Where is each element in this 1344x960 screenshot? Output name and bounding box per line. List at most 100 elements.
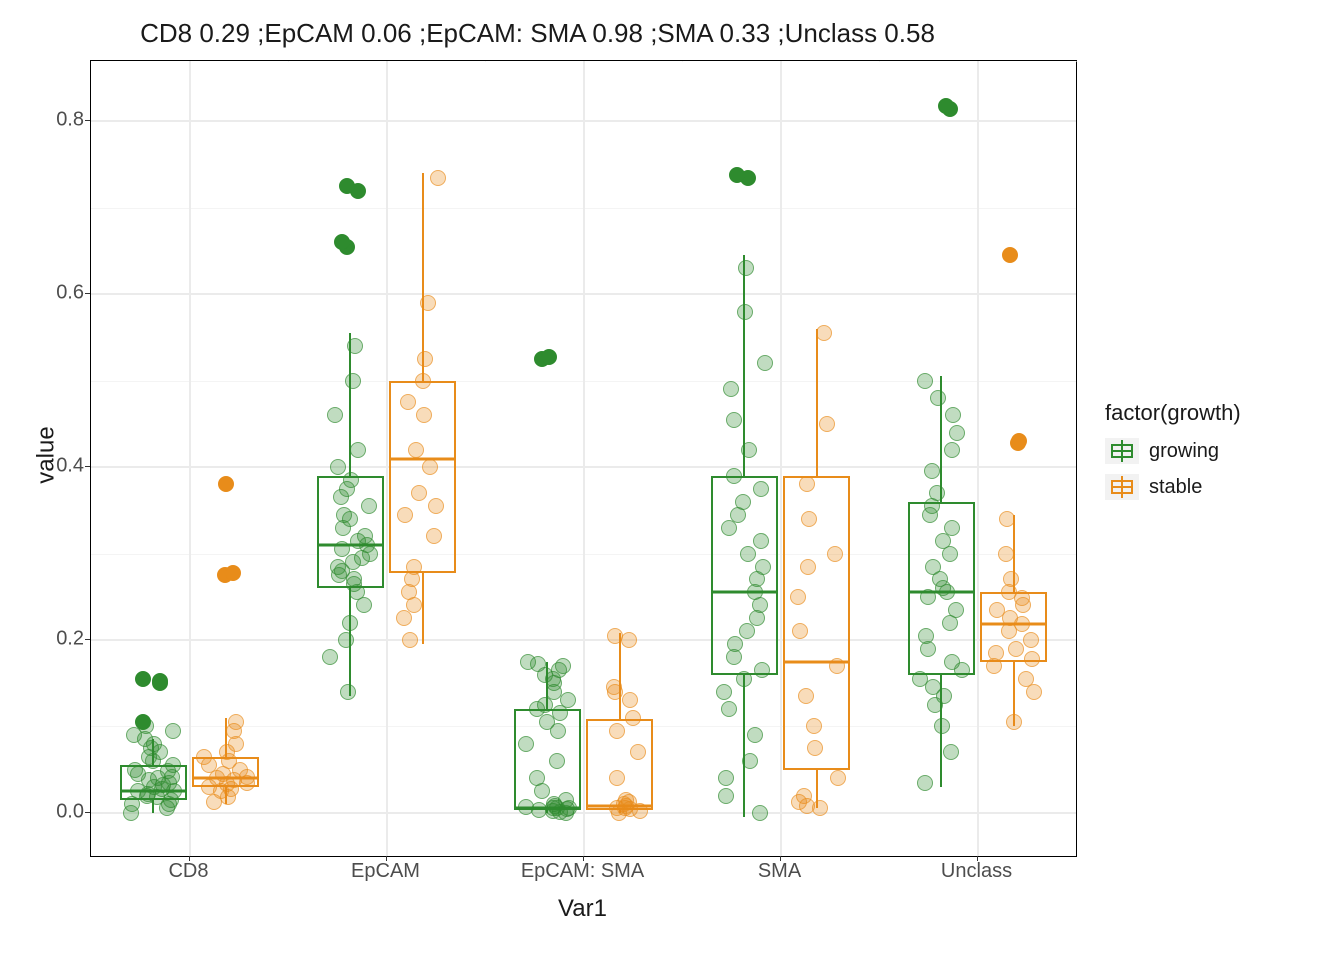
jitter-point (929, 485, 945, 501)
jitter-point (357, 528, 373, 544)
jitter-point (944, 520, 960, 536)
jitter-point (999, 511, 1015, 527)
jitter-point (411, 485, 427, 501)
outlier-point (225, 565, 241, 581)
jitter-point (402, 632, 418, 648)
jitter-point (989, 602, 1005, 618)
jitter-point (753, 533, 769, 549)
jitter-point (917, 775, 933, 791)
jitter-point (336, 507, 352, 523)
jitter-point (422, 459, 438, 475)
jitter-point (948, 602, 964, 618)
jitter-point (757, 355, 773, 371)
jitter-point (609, 770, 625, 786)
jitter-point (740, 546, 756, 562)
outlier-point (1002, 247, 1018, 263)
jitter-point (334, 541, 350, 557)
chart-container: CD8 0.29 ;EpCAM 0.06 ;EpCAM: SMA 0.98 ;S… (0, 0, 1344, 960)
outlier-point (1011, 433, 1027, 449)
jitter-point (343, 472, 359, 488)
jitter-point (742, 753, 758, 769)
jitter-point (998, 546, 1014, 562)
jitter-point (1002, 610, 1018, 626)
jitter-point (400, 394, 416, 410)
jitter-point (428, 498, 444, 514)
y-tick-label: 0.6 (4, 282, 84, 305)
jitter-point (806, 718, 822, 734)
jitter-point (361, 498, 377, 514)
jitter-point (417, 351, 433, 367)
jitter-point (944, 654, 960, 670)
jitter-point (925, 679, 941, 695)
jitter-point (790, 589, 806, 605)
x-tick-label: EpCAM: SMA (521, 860, 644, 883)
jitter-point (345, 373, 361, 389)
jitter-point (738, 260, 754, 276)
jitter-point (736, 671, 752, 687)
x-axis-title: Var1 (90, 895, 1075, 923)
jitter-point (735, 494, 751, 510)
jitter-point (322, 649, 338, 665)
outlier-point (334, 234, 350, 250)
x-tick-label: CD8 (168, 860, 208, 883)
jitter-point (924, 463, 940, 479)
jitter-point (630, 744, 646, 760)
jitter-point (739, 623, 755, 639)
jitter-point (753, 481, 769, 497)
jitter-point (801, 511, 817, 527)
outlier-point (938, 98, 954, 114)
jitter-point (347, 338, 363, 354)
jitter-point (917, 373, 933, 389)
jitter-point (1008, 641, 1024, 657)
jitter-point (416, 407, 432, 423)
jitter-point (558, 792, 574, 808)
jitter-point (196, 749, 212, 765)
jitter-point (426, 528, 442, 544)
y-tick-label: 0.8 (4, 109, 84, 132)
y-tick-label: 0.0 (4, 800, 84, 823)
jitter-point (621, 632, 637, 648)
jitter-point (829, 658, 845, 674)
jitter-point (752, 805, 768, 821)
jitter-point (741, 442, 757, 458)
jitter-point (618, 792, 634, 808)
chart-title: CD8 0.29 ;EpCAM 0.06 ;EpCAM: SMA 0.98 ;S… (0, 18, 1075, 49)
jitter-point (1023, 632, 1039, 648)
jitter-point (716, 684, 732, 700)
jitter-point (816, 325, 832, 341)
x-tick-label: Unclass (941, 860, 1012, 883)
jitter-point (721, 701, 737, 717)
legend-label: growing (1149, 440, 1219, 463)
jitter-point (800, 559, 816, 575)
legend-item-growing: growing (1105, 436, 1241, 466)
jitter-point (718, 770, 734, 786)
outlier-point (218, 476, 234, 492)
jitter-point (718, 788, 734, 804)
jitter-point (430, 170, 446, 186)
jitter-point (228, 714, 244, 730)
jitter-point (165, 757, 181, 773)
jitter-point (830, 770, 846, 786)
jitter-point (415, 373, 431, 389)
jitter-point (127, 762, 143, 778)
outlier-point (541, 349, 557, 365)
x-tick-label: SMA (758, 860, 801, 883)
jitter-point (408, 442, 424, 458)
outlier-point (135, 714, 151, 730)
jitter-point (340, 684, 356, 700)
jitter-point (726, 468, 742, 484)
jitter-point (798, 688, 814, 704)
jitter-point (165, 723, 181, 739)
jitter-point (330, 559, 346, 575)
outlier-point (339, 178, 355, 194)
jitter-point (609, 723, 625, 739)
jitter-point (625, 710, 641, 726)
jitter-point (622, 692, 638, 708)
jitter-point (406, 559, 422, 575)
jitter-point (755, 559, 771, 575)
jitter-point (796, 788, 812, 804)
jitter-point (723, 381, 739, 397)
jitter-point (518, 799, 534, 815)
jitter-point (912, 671, 928, 687)
plot-panel (90, 60, 1077, 857)
